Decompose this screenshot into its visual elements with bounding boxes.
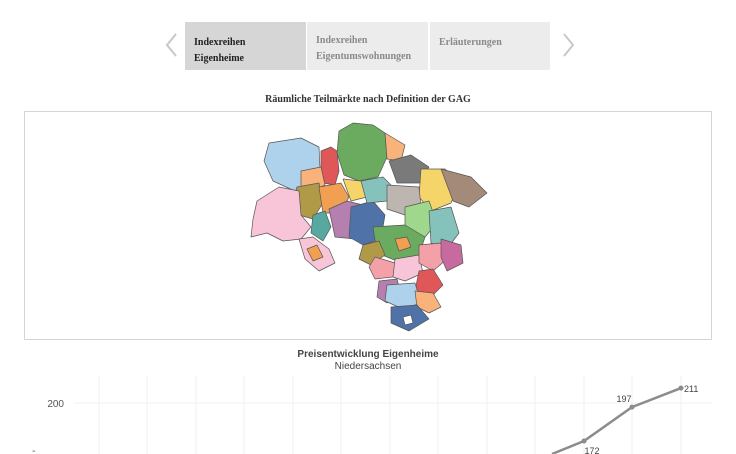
price-line-chart: 200 172 197 211 - bbox=[32, 376, 712, 454]
chart-subtitle: Niedersachsen bbox=[334, 361, 402, 372]
series-line bbox=[551, 386, 682, 454]
data-point bbox=[629, 404, 635, 410]
map-region bbox=[336, 122, 388, 182]
y-axis-label-fragment: - bbox=[32, 446, 36, 454]
y-tick-label: 200 bbox=[47, 399, 64, 410]
map-region bbox=[392, 254, 424, 282]
tab-label-line1: Indexreihen bbox=[316, 35, 368, 46]
previous-arrow-icon[interactable] bbox=[160, 30, 184, 60]
series-group: 172 197 211 bbox=[551, 384, 698, 454]
data-point bbox=[581, 438, 587, 444]
map-region bbox=[402, 314, 414, 326]
map-region bbox=[384, 132, 406, 162]
chart-title: Preisentwicklung Eigenheime bbox=[297, 349, 439, 360]
map-region bbox=[428, 206, 460, 250]
map-region bbox=[414, 290, 442, 314]
data-label: 211 bbox=[684, 384, 698, 394]
tab-carousel: Indexreihen Eigenheime Indexreihen Eigen… bbox=[160, 20, 580, 72]
map-region bbox=[394, 236, 412, 252]
data-label: 197 bbox=[616, 394, 631, 404]
next-arrow-icon[interactable] bbox=[556, 30, 580, 60]
chart-grid bbox=[98, 376, 682, 454]
tab-label: Erläuterungen bbox=[439, 37, 502, 48]
map-region bbox=[418, 242, 448, 272]
tab-erlaeuterungen[interactable]: Erläuterungen bbox=[430, 22, 550, 70]
y-axis: 200 bbox=[47, 399, 712, 410]
data-label: 172 bbox=[584, 446, 599, 454]
tab-indexreihen-eigentumswohnungen[interactable]: Indexreihen Eigentumswohnungen bbox=[307, 22, 428, 70]
data-point bbox=[678, 385, 684, 391]
map-region bbox=[440, 168, 488, 208]
region-map bbox=[250, 122, 488, 332]
map-region bbox=[310, 210, 332, 242]
map-region bbox=[440, 238, 464, 272]
tab-label-line2: Eigentumswohnungen bbox=[316, 51, 412, 62]
tab-indexreihen-eigenheime[interactable]: Indexreihen Eigenheime bbox=[185, 22, 306, 70]
map-title: Räumliche Teilmärkte nach Definition der… bbox=[265, 94, 471, 105]
map-region bbox=[368, 256, 396, 280]
map-panel bbox=[24, 111, 712, 340]
map-region bbox=[306, 244, 324, 262]
tab-label: Indexreihen Eigenheime bbox=[194, 37, 246, 64]
